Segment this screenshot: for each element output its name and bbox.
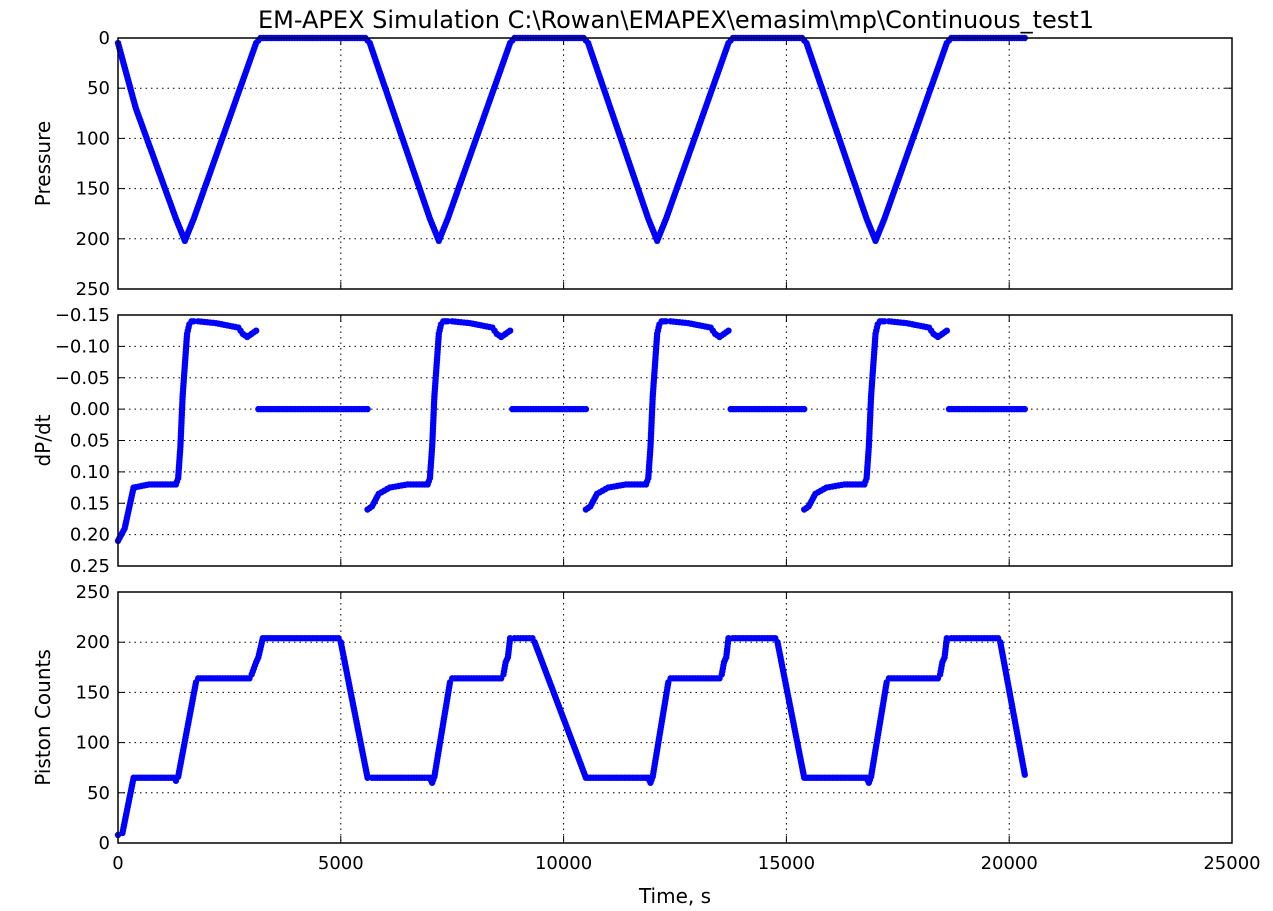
data-point xyxy=(252,327,260,334)
y-tick-label: 100 xyxy=(76,128,110,149)
plot-frame xyxy=(117,37,1233,290)
y-axis-label: Piston Counts xyxy=(31,649,55,786)
plot-frame xyxy=(117,314,1233,567)
y-tick-label: 0.05 xyxy=(70,431,110,452)
data-point xyxy=(506,327,514,334)
data-point xyxy=(1021,771,1028,778)
x-tick-label: 5000 xyxy=(318,853,364,874)
data-point xyxy=(1021,405,1028,413)
series-dpdt-0 xyxy=(114,318,260,545)
plot-frame xyxy=(117,591,1233,844)
data-point xyxy=(364,774,371,781)
data-point xyxy=(881,318,888,325)
y-tick-label: 250 xyxy=(76,279,110,300)
y-tick-label: 0 xyxy=(99,28,110,49)
x-tick-label: 10000 xyxy=(535,853,592,874)
series-pressure-0 xyxy=(114,34,1028,245)
data-point xyxy=(943,634,951,642)
data-point xyxy=(190,318,197,325)
y-tick-label: 0.25 xyxy=(70,556,110,577)
y-tick-label: −0.10 xyxy=(55,336,110,357)
data-point xyxy=(725,327,732,334)
data-point xyxy=(582,405,590,413)
series-dpdt-3 xyxy=(509,405,590,413)
chart-title: EM-APEX Simulation C:\Rowan\EMAPEX\emasi… xyxy=(258,6,1094,34)
series-dpdt-2 xyxy=(364,318,514,513)
y-tick-label: 0 xyxy=(99,833,110,854)
y-tick-label: 0.20 xyxy=(70,525,110,546)
y-tick-label: 200 xyxy=(76,229,110,250)
x-tick-label: 0 xyxy=(112,853,123,874)
y-tick-label: 150 xyxy=(76,179,110,200)
series-dpdt-4 xyxy=(582,318,732,513)
y-tick-label: 0.10 xyxy=(70,462,110,483)
panel-pressure: 0 50 100 150 200 250 Pressure xyxy=(31,28,1233,300)
data-point xyxy=(943,327,951,334)
panel-dpdt: −0.15 −0.10 −0.05 0.00 0.05 0.10 0.15 0.20 0.25 d… xyxy=(31,305,1233,577)
y-axis-label: Pressure xyxy=(31,121,55,206)
x-tick-label: 25000 xyxy=(1203,853,1260,874)
y-tick-label: 50 xyxy=(87,783,110,804)
panel-piston: 0 50 100 150 200 250 0 5000 10000 15000 20000 25000… xyxy=(31,582,1261,908)
series-dpdt-6 xyxy=(801,318,951,513)
x-tick-label: 15000 xyxy=(758,853,815,874)
y-tick-label: 50 xyxy=(87,78,110,99)
data-point xyxy=(444,318,451,325)
y-tick-label: −0.15 xyxy=(55,305,110,326)
y-tick-label: 150 xyxy=(76,682,110,703)
series-piston-0 xyxy=(114,634,1028,839)
y-tick-label: 0.00 xyxy=(70,399,110,420)
data-point xyxy=(725,634,732,642)
x-axis-label: Time, s xyxy=(638,884,711,908)
y-tick-label: 100 xyxy=(76,733,110,754)
data-point xyxy=(364,405,371,413)
data-point xyxy=(801,405,808,413)
y-tick-label: −0.05 xyxy=(55,368,110,389)
y-tick-label: 250 xyxy=(76,582,110,603)
data-point xyxy=(506,634,514,642)
y-tick-label: 0.15 xyxy=(70,493,110,514)
series-dpdt-7 xyxy=(945,405,1028,413)
axes-layer: 0 50 100 150 200 250 Pressure −0.15 −0.10 −0.05 0.… xyxy=(31,28,1261,908)
y-axis-label: dP/dt xyxy=(31,414,55,466)
series-dpdt-5 xyxy=(727,405,808,413)
series-dpdt-1 xyxy=(255,405,371,413)
x-tick-label: 20000 xyxy=(981,853,1038,874)
data-point xyxy=(662,318,670,325)
y-tick-label: 200 xyxy=(76,632,110,653)
